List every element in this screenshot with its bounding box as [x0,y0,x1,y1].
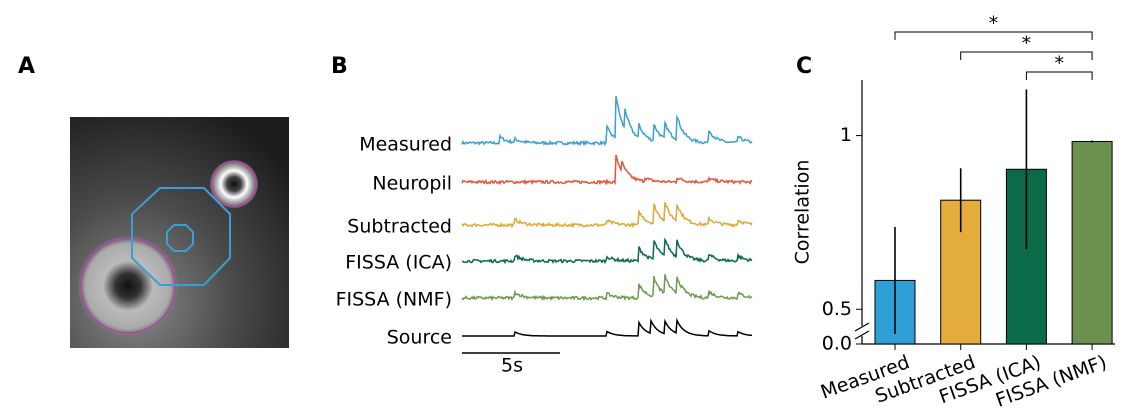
trace [461,201,753,229]
axis-break [854,322,870,340]
significance-bracket [960,51,1093,60]
trace [461,274,753,302]
microscope-image [70,117,289,348]
trace-label: FISSA (ICA) [345,252,452,274]
traces-panel: Measured Neuropil Subtracted FISSA (ICA) FIS… [336,95,753,377]
significance-star: * [1055,53,1065,75]
panel-label: C [796,54,812,79]
trace-label: Source [387,327,452,349]
trace-label: FISSA (NMF) [336,289,452,311]
significance-star: * [989,13,999,35]
panel-label: B [331,54,348,79]
y-tick-label: 0.5 [822,298,852,320]
y-tick-label: 1 [840,124,852,146]
scale-bar-label: 5s [501,355,523,377]
y-axis-label: Correlation [792,160,814,265]
significance-bracket [894,31,1093,40]
bar-chart: Correlation0.00.51MeasuredSubtractedFISS… [792,13,1115,412]
bar [1071,140,1113,345]
y-tick-label: 0.0 [822,333,852,355]
trace [462,317,753,337]
trace-label: Subtracted [347,216,452,238]
panel-label: A [18,54,35,79]
trace [462,237,753,265]
significance-bracket [1025,71,1093,80]
trace-label: Measured [359,134,452,156]
trace [461,95,753,147]
trace-label: Neuropil [372,173,452,195]
significance-star: * [1022,33,1032,55]
trace [461,154,753,186]
